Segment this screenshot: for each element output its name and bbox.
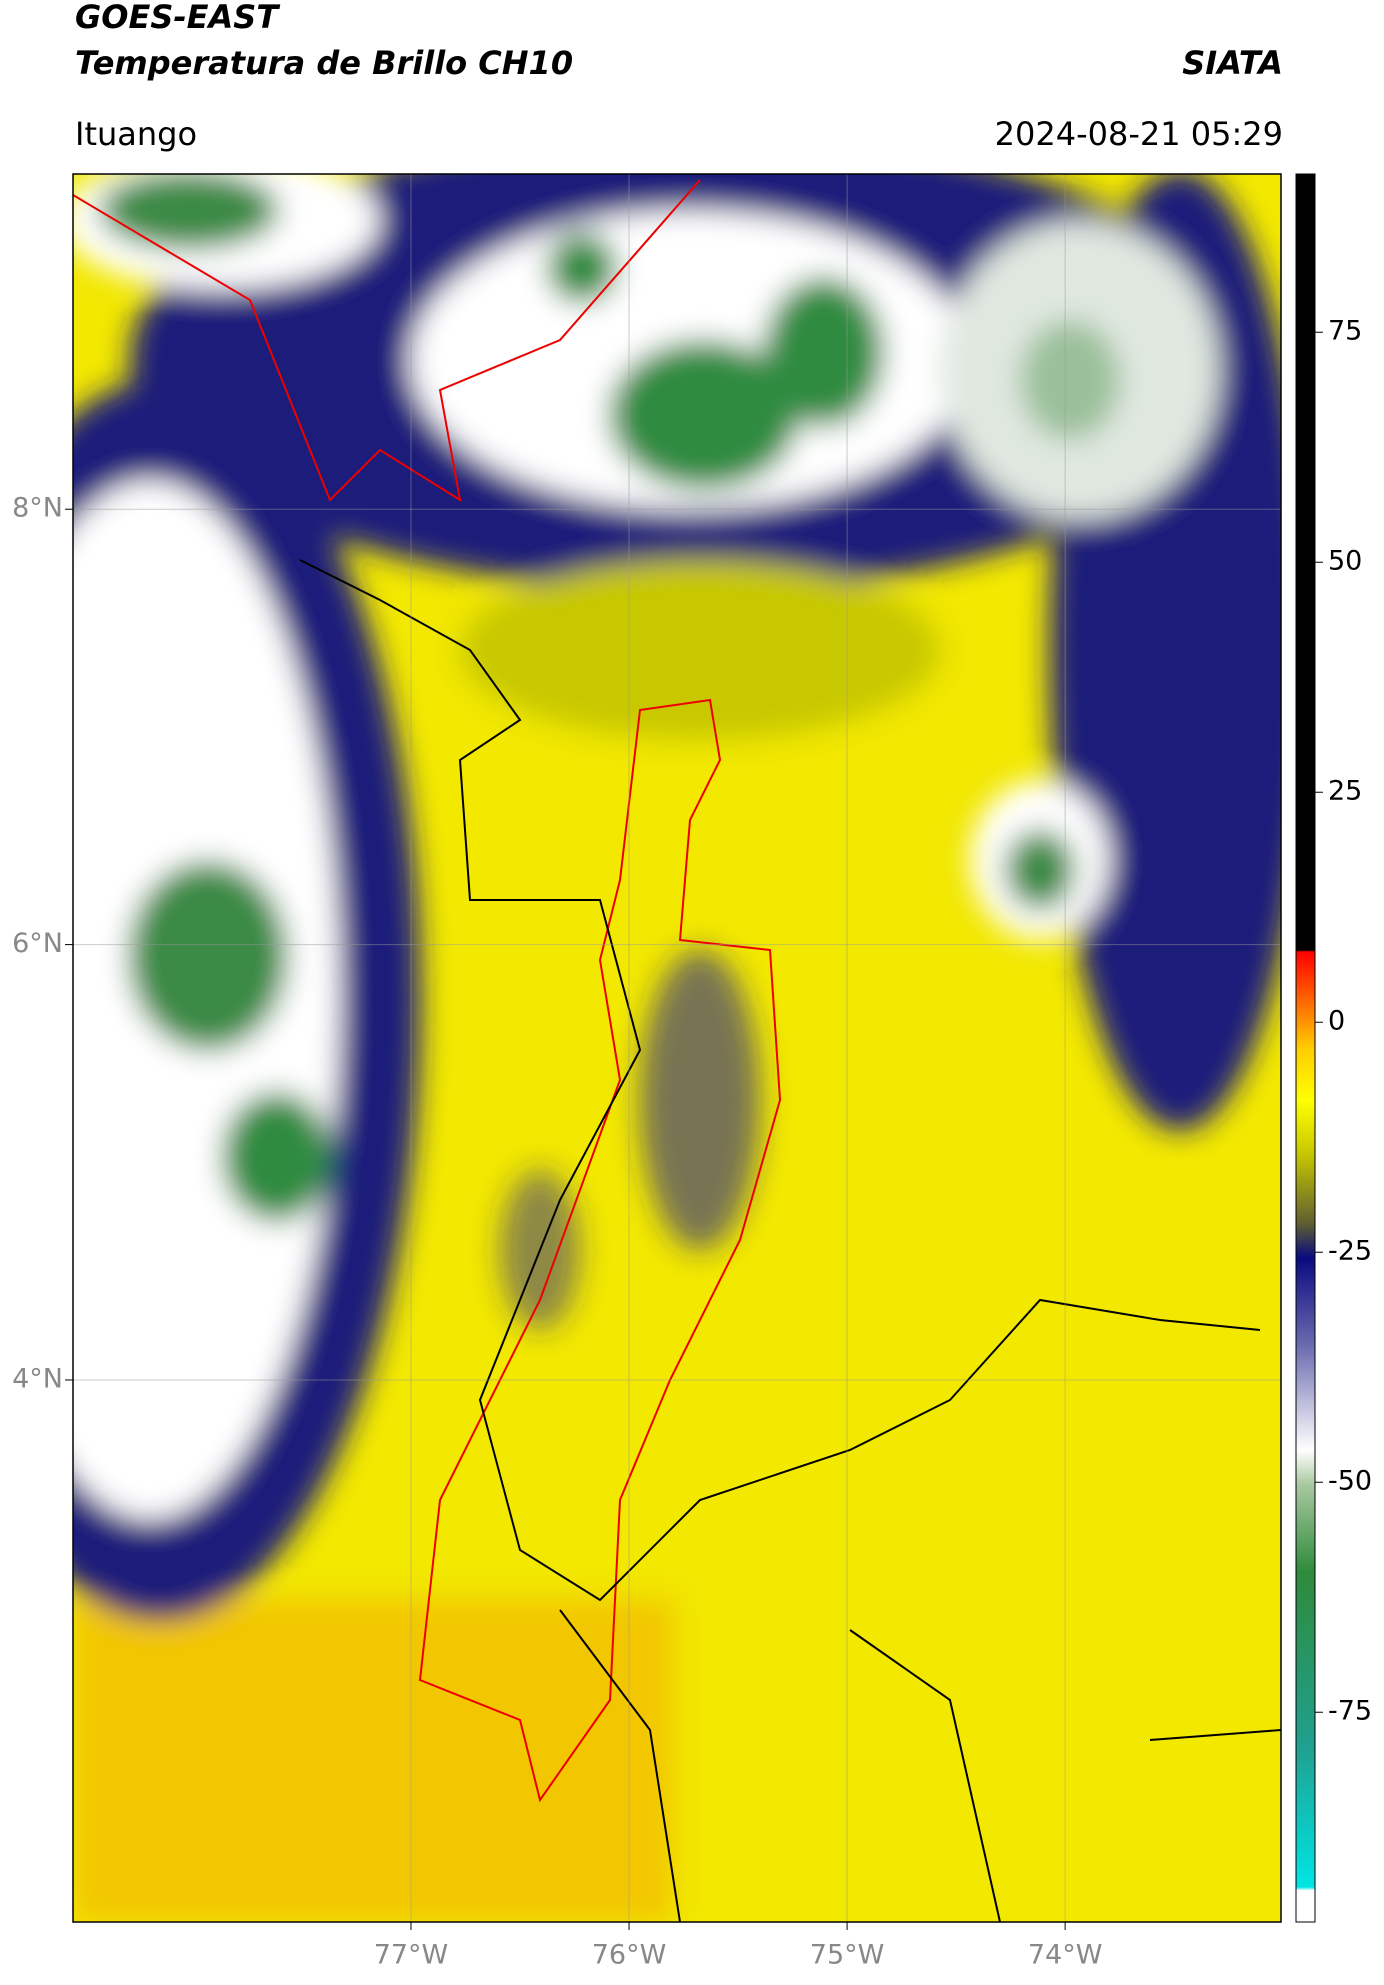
colorbar-tick-label: 25 [1328,776,1362,807]
graticule [73,174,1281,1922]
map-frame [72,173,1282,1923]
colorbar-tick-label: -50 [1328,1466,1372,1497]
lat-tick-label: 6°N [12,928,63,959]
lat-tick-label: 8°N [12,493,63,524]
title: GOES-EAST [75,0,280,36]
lat-tick-label: 4°N [12,1363,63,1394]
colorbar [1295,173,1316,1923]
colorbar-tick-label: -25 [1328,1236,1372,1267]
lon-tick-label: 77°W [374,1940,449,1971]
subtitle: Temperatura de Brillo CH10 [75,44,573,82]
lon-tick-label: 74°W [1028,1940,1103,1971]
colorbar-tick-label: 0 [1328,1006,1345,1037]
lon-tick-label: 75°W [810,1940,885,1971]
lon-tick-label: 76°W [592,1940,667,1971]
colorbar-tick-label: -75 [1328,1696,1372,1727]
satellite-image [73,174,1281,1922]
timestamp: 2024-08-21 05:29 [995,115,1283,153]
source: SIATA [1182,44,1283,82]
region: Ituango [75,115,197,153]
colorbar-tick-label: 50 [1328,546,1362,577]
colorbar-tick-label: 75 [1328,316,1362,347]
